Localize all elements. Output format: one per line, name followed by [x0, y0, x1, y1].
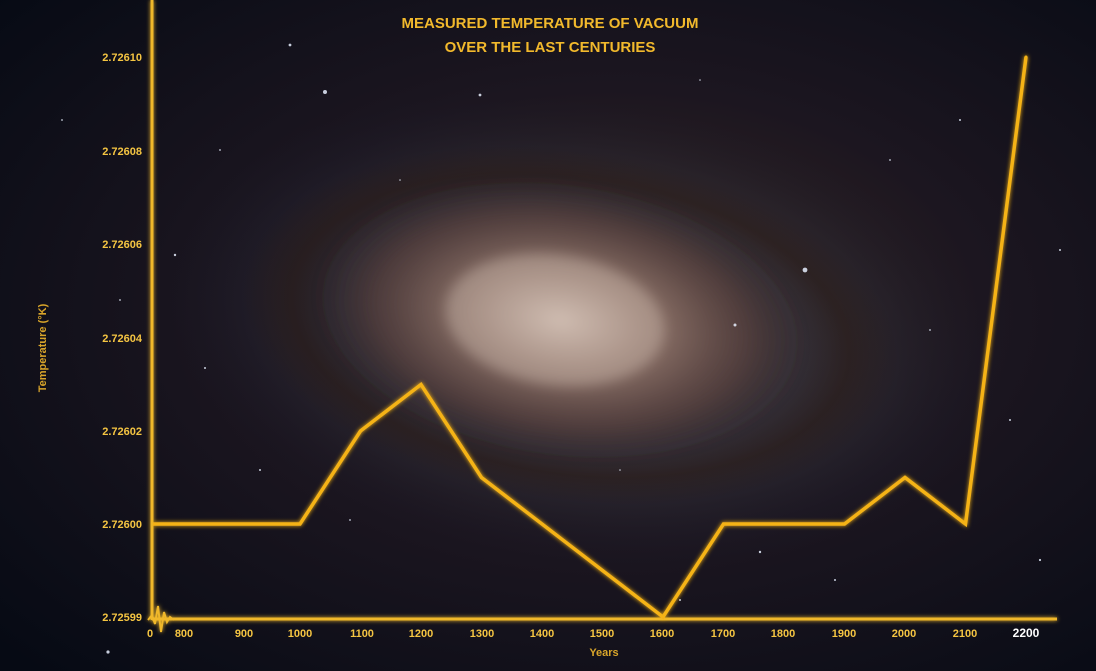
- x-tick-label-2: 900: [235, 628, 253, 640]
- y-tick-label-5: 2.72608: [102, 146, 142, 158]
- data-point-0-11: [964, 522, 967, 526]
- x-tick-label-5: 1200: [409, 628, 433, 640]
- origin-wiggle: [147, 605, 175, 633]
- star-22: [699, 79, 701, 81]
- data-point-0-4: [540, 522, 544, 526]
- y-tick-label-6: 2.72610: [102, 52, 142, 64]
- y-tick-label-2: 2.72602: [102, 426, 142, 438]
- star-9: [758, 550, 762, 554]
- star-18: [259, 469, 261, 471]
- axes: [147, 0, 1057, 633]
- star-10: [959, 119, 961, 121]
- data-point-0-1: [359, 429, 362, 433]
- y-tick-label-1: 2.72600: [102, 519, 142, 531]
- x-tick-label-8: 1500: [590, 628, 614, 640]
- y-tick-label-4: 2.72606: [102, 239, 142, 251]
- y-tick-labels: 2.72599 2.72600 2.72602 2.72604 2.72606 2.726…: [102, 52, 143, 624]
- star-13: [119, 299, 121, 301]
- x-tick-label-9: 1600: [650, 628, 674, 640]
- y-tick-label-0: 2.72599: [102, 612, 142, 624]
- star-23: [619, 469, 621, 471]
- x-tick-label-15: 2200: [1013, 626, 1040, 640]
- star-12: [61, 119, 63, 121]
- data-point-0-10: [903, 476, 907, 479]
- x-axis-label: Years: [589, 647, 618, 659]
- data-point-0-3: [480, 476, 483, 479]
- y-tick-label-3: 2.72604: [102, 333, 143, 345]
- x-tick-label-3: 1000: [288, 628, 312, 640]
- star-7: [204, 367, 206, 369]
- x-tick-label-11: 1800: [771, 628, 795, 640]
- star-15: [679, 599, 681, 601]
- star-0: [288, 43, 292, 47]
- data-point-0-9: [843, 522, 846, 526]
- chart-title-line-2: OVER THE LAST CENTURIES: [445, 39, 656, 56]
- data-point-0-12: [1024, 55, 1028, 59]
- x-tick-label-1: 800: [175, 628, 193, 640]
- stars: [61, 43, 1061, 654]
- star-2: [478, 93, 482, 97]
- y-axis-label: Temperature (°K): [37, 303, 49, 392]
- data-point-0-6: [661, 615, 665, 619]
- star-19: [889, 159, 891, 161]
- star-4: [802, 267, 808, 273]
- star-8: [834, 579, 836, 581]
- x-tick-label-6: 1300: [470, 628, 494, 640]
- data-point-0-7: [722, 522, 725, 526]
- chart-title: MEASURED TEMPERATURE OF VACUUM OVER THE …: [402, 15, 699, 56]
- x-tick-labels: 0 800 900 1000 1100 1200 1300 1400 1500 1600 1700 1…: [147, 626, 1040, 640]
- data-point-0-5: [601, 569, 604, 572]
- series-line-0: [153, 56, 1028, 620]
- x-tick-label-13: 2000: [892, 628, 916, 640]
- data-point-0-8: [782, 522, 786, 526]
- star-1: [323, 90, 327, 94]
- x-tick-label-4: 1100: [350, 628, 374, 640]
- x-tick-label-14: 2100: [953, 628, 977, 640]
- star-20: [1038, 558, 1042, 562]
- star-17: [929, 329, 931, 331]
- x-tick-label-10: 1700: [711, 628, 735, 640]
- star-21: [219, 149, 221, 151]
- x-tick-label-7: 1400: [530, 628, 554, 640]
- star-24: [349, 519, 351, 521]
- x-tick-label-0: 0: [147, 628, 153, 640]
- data-point-0-0: [298, 522, 302, 526]
- star-14: [1059, 249, 1061, 251]
- star-11: [1009, 419, 1011, 421]
- star-6: [173, 253, 177, 257]
- star-16: [399, 179, 401, 181]
- x-tick-label-12: 1900: [832, 628, 856, 640]
- data-point-0-2: [419, 383, 423, 386]
- star-3: [106, 650, 110, 654]
- star-5: [733, 323, 737, 327]
- chart-title-line-1: MEASURED TEMPERATURE OF VACUUM: [402, 15, 699, 32]
- series-layer: [153, 55, 1028, 620]
